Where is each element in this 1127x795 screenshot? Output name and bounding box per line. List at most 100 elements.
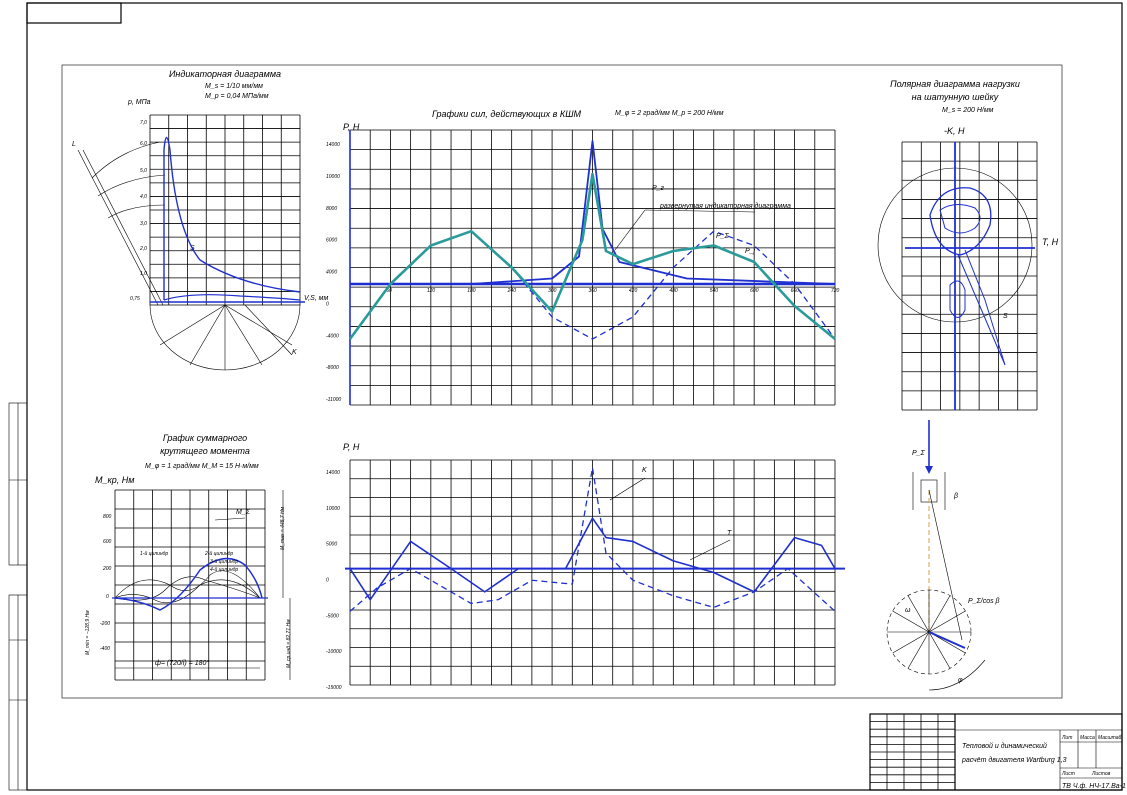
mech-label-beta: β [953, 493, 958, 500]
forces-label-psum: P_Σ [716, 233, 730, 240]
tk-y-ticks: 14000 10000 5000 0 -5000 -10000 -15000 [326, 470, 342, 691]
torque-y-ticks: 800 600 200 0 -200 -400 [100, 514, 112, 652]
forces-xtick: 240 [507, 288, 517, 294]
torque-cylinder-2 [114, 576, 261, 601]
indicator-ytick: 4,0 [140, 194, 147, 200]
mech-label-rod-force: P_Σ/cos β [968, 598, 1000, 605]
forces-xtick: 180 [467, 288, 476, 294]
crank-mechanism: P_Σ β P_Σ/cos β ω φ [886, 420, 1000, 691]
forces-xtick: 60 [386, 288, 392, 294]
tk-ytick: -5000 [326, 613, 339, 619]
stamp-title-2: расчёт двигателя Wartburg 1,3 [961, 756, 1067, 764]
stamp-code: ТВ Ч.ф. НЧ-17.Ва-1 [1062, 783, 1126, 790]
tk-ytick: -15000 [326, 685, 342, 691]
stamp-header-lit: Лит [1061, 735, 1072, 741]
indicator-ytick: 5,0 [140, 168, 147, 174]
forces-leader-line [614, 209, 646, 251]
polar-label-s: S [1003, 313, 1008, 320]
polar-grid [901, 141, 1038, 411]
sheet-frame [26, 2, 1123, 791]
forces-label-pg: P_г [652, 185, 665, 192]
stamp-title-1: Тепловой и динамический [962, 742, 1047, 750]
crank-ray [907, 631, 930, 669]
tk-label-t: T [727, 530, 732, 537]
torque-title-2: крутящего момента [160, 446, 250, 456]
torque-x-span-label: ф= (720/i) = 180° [155, 659, 209, 667]
tk-ytick: 14000 [326, 470, 340, 476]
forces-xtick: 540 [710, 288, 719, 294]
tk-leader-line [689, 539, 731, 561]
indicator-compression-curve [163, 136, 301, 300]
indicator-ytick: 6,0 [140, 141, 147, 147]
torque-title-1: График суммарного [163, 433, 247, 443]
polar-y-axis-label: -K, Н [944, 126, 965, 136]
forces-grid [349, 129, 836, 406]
torque-label-cyl2: 2-й цилиндр [204, 550, 233, 557]
forces-xtick: 360 [589, 288, 598, 294]
indicator-crank-ray [224, 304, 293, 346]
torque-ytick: -400 [100, 646, 110, 652]
crank-rays [887, 590, 971, 674]
tk-ytick: 5000 [326, 542, 337, 548]
indicator-label-k: K [292, 349, 297, 356]
mech-label-omega: ω [905, 607, 911, 614]
polar-load-loop [949, 280, 966, 318]
mech-label-phi: φ [958, 677, 963, 684]
torque-leader-line [214, 517, 246, 521]
indicator-crank-ray [224, 304, 263, 366]
forces-xtick: 660 [791, 288, 800, 294]
forces-ytick: 4000 [326, 270, 337, 276]
crank-ray [892, 610, 930, 633]
forces-series-line [348, 172, 836, 341]
stamp-sheet: Лист [1061, 771, 1075, 777]
indicator-crank-ray [159, 304, 226, 346]
forces-xtick: 300 [548, 288, 557, 294]
indicator-crank-ray [189, 304, 226, 366]
indicator-expansion-curve [163, 294, 301, 301]
polar-load-spike [957, 249, 1006, 366]
torque-label-msum: M_Σ [236, 509, 251, 516]
tk-ytick: -10000 [326, 649, 342, 655]
forces-scale: M_φ = 2 град/мм M_p = 200 Н/мм [615, 109, 724, 117]
torque-sum-curve [114, 557, 263, 611]
torque-y-axis-label: M_кр, Нм [95, 475, 134, 485]
crank-ray [928, 610, 966, 633]
forces-label-unrolled: развернутая индикаторная диаграмма [659, 202, 791, 210]
forces-leader-line [644, 209, 756, 213]
forces-y-axis-label: P, Н [343, 122, 360, 132]
indicator-ytick: 7,0 [140, 120, 147, 126]
torque-ytick: 0 [106, 594, 109, 600]
tk-label-k: K [642, 467, 647, 474]
tk-leader-line [609, 477, 646, 501]
torque-chart: График суммарного крутящего момента M_φ … [85, 433, 292, 681]
torque-cylinder-1 [114, 570, 261, 599]
forces-series [348, 130, 836, 405]
tk-grid [349, 459, 836, 686]
forces-chart: Графики сил, действующих в КШМ M_φ = 2 г… [326, 109, 840, 406]
indicator-scale-1: M_s = 1/10 мм/мм [205, 83, 263, 90]
indicator-construction-arc [107, 204, 166, 219]
left-margin-strip [8, 402, 28, 791]
forces-xtick: 600 [750, 288, 759, 294]
forces-ytick: -11000 [326, 397, 341, 403]
indicator-ytick: 0,75 [130, 296, 140, 302]
forces-xtick: 120 [427, 288, 436, 294]
forces-ytick: 8000 [326, 206, 337, 212]
indicator-grid [149, 114, 301, 306]
indicator-crank-ray [244, 304, 293, 356]
forces-ytick: 0 [326, 301, 329, 307]
piston-force-arrowhead [925, 466, 933, 474]
polar-x-axis-label: T, Н [1042, 237, 1059, 247]
forces-x-ticks: 60 120 180 240 300 360 420 480 540 600 660 720 [386, 288, 839, 294]
torque-ytick: 200 [102, 566, 112, 572]
torque-ytick: 800 [103, 514, 112, 520]
tk-ytick: 0 [326, 578, 329, 584]
indicator-ytick: 2,0 [139, 246, 147, 252]
polar-title-2: на шатунную шейку [912, 92, 999, 102]
indicator-title: Индикаторная диаграмма [169, 69, 281, 79]
drawing-area-frame [61, 64, 1063, 699]
torque-grid [114, 489, 266, 681]
tk-ytick: 10000 [326, 506, 340, 512]
forces-xtick: 420 [629, 288, 638, 294]
